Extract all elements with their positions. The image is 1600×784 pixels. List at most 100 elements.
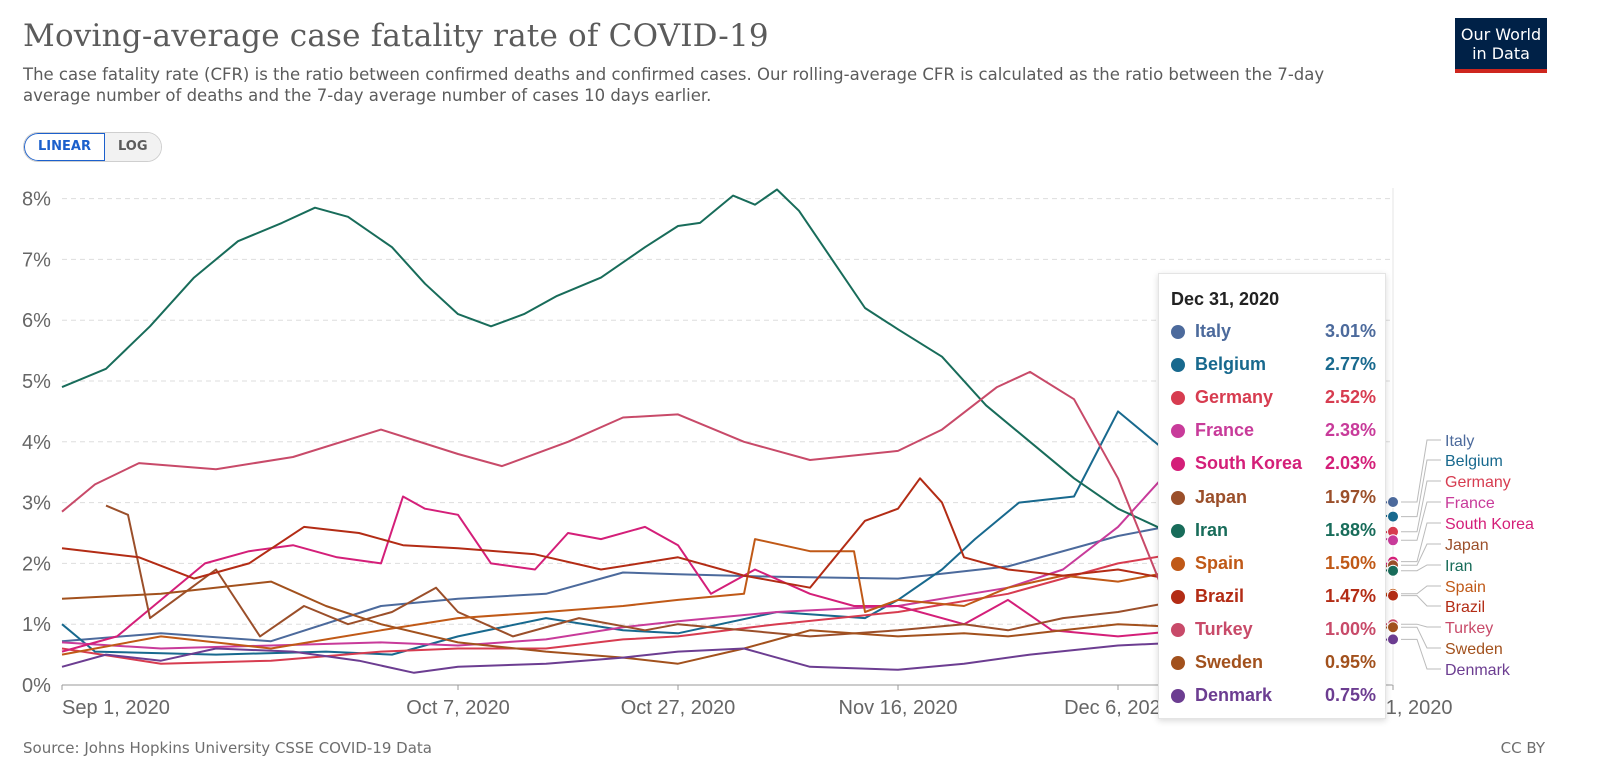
tooltip-series-name: Belgium [1195,354,1267,375]
y-tick-label: 5% [22,371,51,393]
y-axis: 0% 1% 2% 3% 4% 5% 6% 7% 8% [22,189,51,697]
tooltip-row: Italy 3.01% [1171,320,1376,346]
legend-connector [1401,480,1441,533]
linear-scale-button[interactable]: LINEAR [24,133,105,161]
series-line-turkey[interactable] [61,370,1393,626]
legend-label[interactable]: Iran [1445,558,1473,575]
hover-tooltip: Dec 31, 2020 Italy 3.01% Belgium 2.77% Germa… [1158,273,1386,719]
legend-connector [1401,439,1441,503]
legend-label[interactable]: Turkey [1445,620,1493,637]
legend-label[interactable]: France [1445,495,1495,512]
legend-label[interactable]: Spain [1445,579,1486,596]
owid-logo[interactable]: Our World in Data [1455,18,1547,73]
tooltip-series-name: Denmark [1195,685,1273,706]
legend-label[interactable]: Italy [1445,433,1474,450]
end-marker[interactable] [1387,495,1399,508]
tooltip-series-value: 1.47% [1324,585,1376,606]
tooltip-dot [1171,424,1185,439]
tooltip-date: Dec 31, 2020 [1171,289,1280,309]
tooltip-series-name: South Korea [1195,453,1303,474]
source-note[interactable]: Source: Johns Hopkins University CSSE CO… [23,739,432,757]
scale-toggle: LINEAR LOG [23,132,162,162]
end-marker[interactable] [1387,621,1399,634]
x-tick-label: Oct 27, 2020 [621,697,736,719]
legend-connector [1401,459,1441,518]
tooltip-series-name: France [1195,420,1255,441]
series-line-iran[interactable] [61,188,1394,572]
tooltip-row: Iran 1.88% [1171,519,1376,545]
tooltip-series-name: Brazil [1195,585,1245,606]
y-tick-label: 2% [22,553,51,575]
tooltip-series-value: 1.00% [1324,618,1376,639]
y-tick-label: 4% [22,432,51,454]
legend-label[interactable]: Germany [1445,474,1511,491]
tooltip-series-value: 1.97% [1324,486,1376,507]
tooltip-series-value: 2.77% [1324,354,1376,375]
logo-line-1: Our World [1460,25,1542,44]
y-tick-label: 7% [22,249,51,271]
tooltip-row: South Korea 2.03% [1171,452,1376,478]
end-marker[interactable] [1387,510,1399,523]
tooltip-row: France 2.38% [1171,419,1376,445]
legend-label[interactable]: Japan [1445,537,1489,554]
tooltip-series-name: Sweden [1195,652,1264,672]
end-markers: Italy Belgium Germany France South Korea Japa… [1387,433,1534,679]
x-tick-label: Nov 16, 2020 [839,697,958,719]
tooltip-series-value: 1.88% [1324,519,1376,540]
tooltip-dot [1171,325,1185,339]
log-scale-button[interactable]: LOG [104,133,161,161]
tooltip-dot [1171,556,1185,571]
y-tick-label: 3% [22,493,51,515]
tooltip-series-value: 2.03% [1324,453,1376,474]
chart-subtitle: The case fatality rate (CFR) is the rati… [23,65,1325,105]
y-tick-label: 0% [22,675,51,697]
tooltip-series-value: 2.38% [1324,420,1376,441]
tooltip-series-name: Germany [1195,387,1274,408]
tooltip-dot [1171,656,1185,670]
legend-connector [1401,522,1441,563]
legend-connector [1401,626,1441,649]
tooltip-series-name: Iran [1195,519,1229,540]
legend-label[interactable]: Sweden [1445,641,1503,658]
tooltip-dot [1171,523,1185,538]
legend-connector [1401,638,1441,670]
legend-label[interactable]: Brazil [1445,599,1485,616]
legend-connector [1401,595,1441,607]
y-tick-label: 1% [22,614,51,636]
end-marker[interactable] [1387,564,1399,577]
tooltip-series-name: Spain [1195,552,1245,573]
legend-connector [1401,585,1441,595]
legend-connector [1401,564,1441,572]
tooltip-series-value: 2.52% [1324,387,1376,408]
legend-label[interactable]: South Korea [1445,516,1534,533]
x-tick-label: Dec 6, 2020 [1064,697,1172,719]
tooltip-dot [1171,490,1185,505]
logo-line-2: in Data [1472,44,1530,63]
tooltip-dot [1171,622,1185,637]
license-link[interactable]: CC BY [1500,739,1545,757]
series-line-japan[interactable] [105,504,1394,638]
tooltip-series-value: 0.75% [1324,685,1376,706]
tooltip-row: Spain 1.50% [1171,552,1376,578]
series-line-south-korea[interactable] [61,495,1394,653]
legend-label[interactable]: Denmark [1445,662,1511,679]
end-marker[interactable] [1387,633,1399,646]
tooltip-row: Belgium 2.77% [1171,353,1376,379]
end-marker[interactable] [1387,534,1399,547]
series-line-brazil[interactable] [61,477,1394,597]
legend-label[interactable]: Belgium [1445,453,1503,470]
legend-connector [1401,543,1441,566]
tooltip-series-name: Italy [1195,321,1232,341]
end-marker[interactable] [1387,589,1399,602]
tooltip-dot [1171,589,1185,604]
tooltip-series-value: 0.95% [1324,652,1376,672]
tooltip-series-name: Turkey [1195,618,1253,639]
tooltip-dot [1171,391,1185,406]
series-line-belgium[interactable] [61,410,1394,656]
tooltip-row: Turkey 1.00% [1171,618,1376,644]
tooltip-row: Brazil 1.47% [1171,585,1376,611]
legend-connector [1401,623,1441,628]
y-tick-label: 6% [22,310,51,332]
tooltip-row: Sweden 0.95% [1171,651,1376,677]
y-tick-label: 8% [22,189,51,211]
